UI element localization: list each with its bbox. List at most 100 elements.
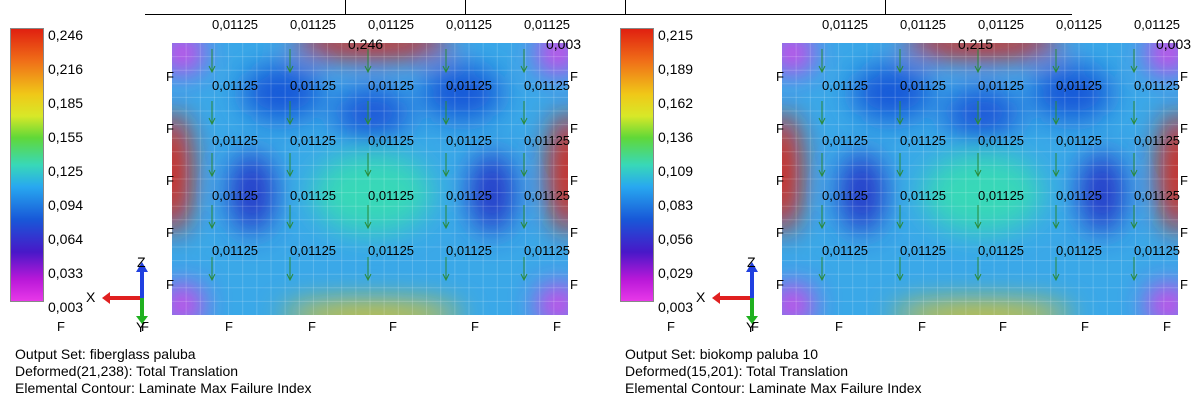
load-arrow: [818, 221, 826, 230]
corner-zone: [782, 43, 812, 73]
corner-zone: [538, 43, 568, 73]
mid-zone: [922, 153, 1042, 233]
load-value-label: 0,01125: [900, 243, 947, 258]
legend-tick-label: 0,094: [48, 197, 84, 213]
load-arrow: [1130, 65, 1138, 74]
load-value-label: 0,01125: [978, 133, 1025, 148]
load-arrow: [364, 117, 372, 126]
axis-triad: [100, 256, 170, 336]
fixed-constraint-label: F: [166, 69, 174, 84]
legend-tick-label: 0,185: [48, 95, 84, 111]
output-info-line: Deformed(15,201): Total Translation: [625, 363, 849, 379]
load-value-label: 0,01125: [1134, 243, 1181, 258]
fixed-constraint-label: F: [1081, 319, 1089, 334]
fixed-constraint-label: F: [918, 319, 926, 334]
load-arrow: [1130, 117, 1138, 126]
low-zone: [1080, 153, 1124, 233]
contour-plot: [782, 43, 1178, 315]
legend-tick-label: 0,109: [658, 163, 694, 179]
load-arrow: [520, 117, 528, 126]
load-arrow: [208, 65, 216, 74]
legend-tick-label: 0,033: [48, 265, 84, 281]
fixed-constraint-label: F: [1163, 319, 1171, 334]
output-info-line: Elemental Contour: Laminate Max Failure …: [625, 380, 922, 396]
load-value-label: 0,01125: [822, 188, 869, 203]
load-arrow: [364, 65, 372, 74]
load-arrow: [520, 221, 528, 230]
load-value-label: 0,01125: [368, 17, 415, 32]
header-rule: [145, 0, 1072, 15]
load-arrow: [442, 169, 450, 178]
contour-svg: [172, 43, 568, 315]
low-zone: [230, 153, 274, 233]
load-value-label: 0,01125: [290, 188, 337, 203]
load-value-label: 0,01125: [1134, 188, 1181, 203]
legend-tick-label: 0,029: [658, 265, 694, 281]
fixed-constraint-label: F: [308, 319, 316, 334]
low-zone: [944, 87, 1020, 139]
load-value-label: 0,01125: [978, 188, 1025, 203]
load-value-label: 0,01125: [900, 17, 947, 32]
legend-tick-label: 0,083: [658, 197, 694, 213]
load-value-label: 0,01125: [524, 17, 571, 32]
load-value-label: 0,01125: [446, 133, 493, 148]
right-edge-hot-zone: [550, 113, 568, 233]
legend-tick-label: 0,155: [48, 129, 84, 145]
fixed-constraint-label: F: [776, 121, 784, 136]
load-value-label: 0,01125: [368, 78, 415, 93]
load-arrow: [286, 221, 294, 230]
contour-plot: [172, 43, 568, 315]
load-value-label: 0,01125: [290, 133, 337, 148]
color-legend-bar: [10, 28, 44, 302]
y-axis-label: Y: [746, 319, 756, 335]
load-value-label: 0,01125: [446, 78, 493, 93]
fixed-constraint-label: F: [570, 277, 578, 292]
top-edge-hot-zone: [902, 43, 1062, 57]
low-zone: [852, 65, 932, 121]
legend-tick-label: 0,162: [658, 95, 694, 111]
low-zone: [840, 153, 884, 233]
corner-zone: [172, 43, 202, 73]
load-arrow: [442, 273, 450, 282]
fixed-constraint-label: F: [553, 319, 561, 334]
corner-zone: [538, 285, 568, 315]
x-axis-arrowhead: [712, 292, 720, 304]
load-arrow: [1052, 65, 1060, 74]
load-arrow: [520, 65, 528, 74]
corner-value-label: 0,003: [546, 36, 582, 52]
load-value-label: 0,01125: [822, 17, 869, 32]
fixed-constraint-label: F: [1180, 225, 1188, 240]
fixed-constraint-label: F: [141, 319, 149, 334]
load-arrow: [208, 273, 216, 282]
load-value-label: 0,01125: [524, 133, 571, 148]
y-axis-arrowhead: [746, 316, 758, 324]
contour-svg: [782, 43, 1178, 315]
load-value-label: 0,01125: [1056, 78, 1103, 93]
fixed-constraint-label: F: [776, 173, 784, 188]
load-value-label: 0,01125: [822, 78, 869, 93]
corner-zone: [172, 285, 202, 315]
result-panel: 0,215 0,189 0,162 0,136 0,109 0,083 0,056 0,029…: [610, 0, 1191, 399]
load-arrow: [896, 273, 904, 282]
load-arrow: [286, 117, 294, 126]
fixed-constraint-label: F: [667, 319, 675, 334]
x-axis-arrowhead: [102, 292, 110, 304]
load-arrow: [974, 273, 982, 282]
load-arrow: [286, 273, 294, 282]
axis-triad: [710, 256, 780, 336]
fixed-constraint-label: F: [1180, 277, 1188, 292]
bottom-edge-hot-zone: [892, 303, 1072, 315]
fixed-constraint-label: F: [225, 319, 233, 334]
corner-zone: [1148, 43, 1178, 73]
load-arrow: [1130, 273, 1138, 282]
low-zone: [1032, 65, 1112, 121]
bottom-edge-hot-zone: [282, 303, 462, 315]
z-axis-label: Z: [137, 254, 146, 270]
load-arrow: [1130, 221, 1138, 230]
z-axis-arrowhead: [136, 262, 148, 272]
load-arrow: [520, 169, 528, 178]
legend-tick-label: 0,215: [658, 27, 694, 43]
legend-tick-label: 0,189: [658, 61, 694, 77]
load-value-label: 0,01125: [524, 243, 571, 258]
low-zone: [470, 153, 514, 233]
